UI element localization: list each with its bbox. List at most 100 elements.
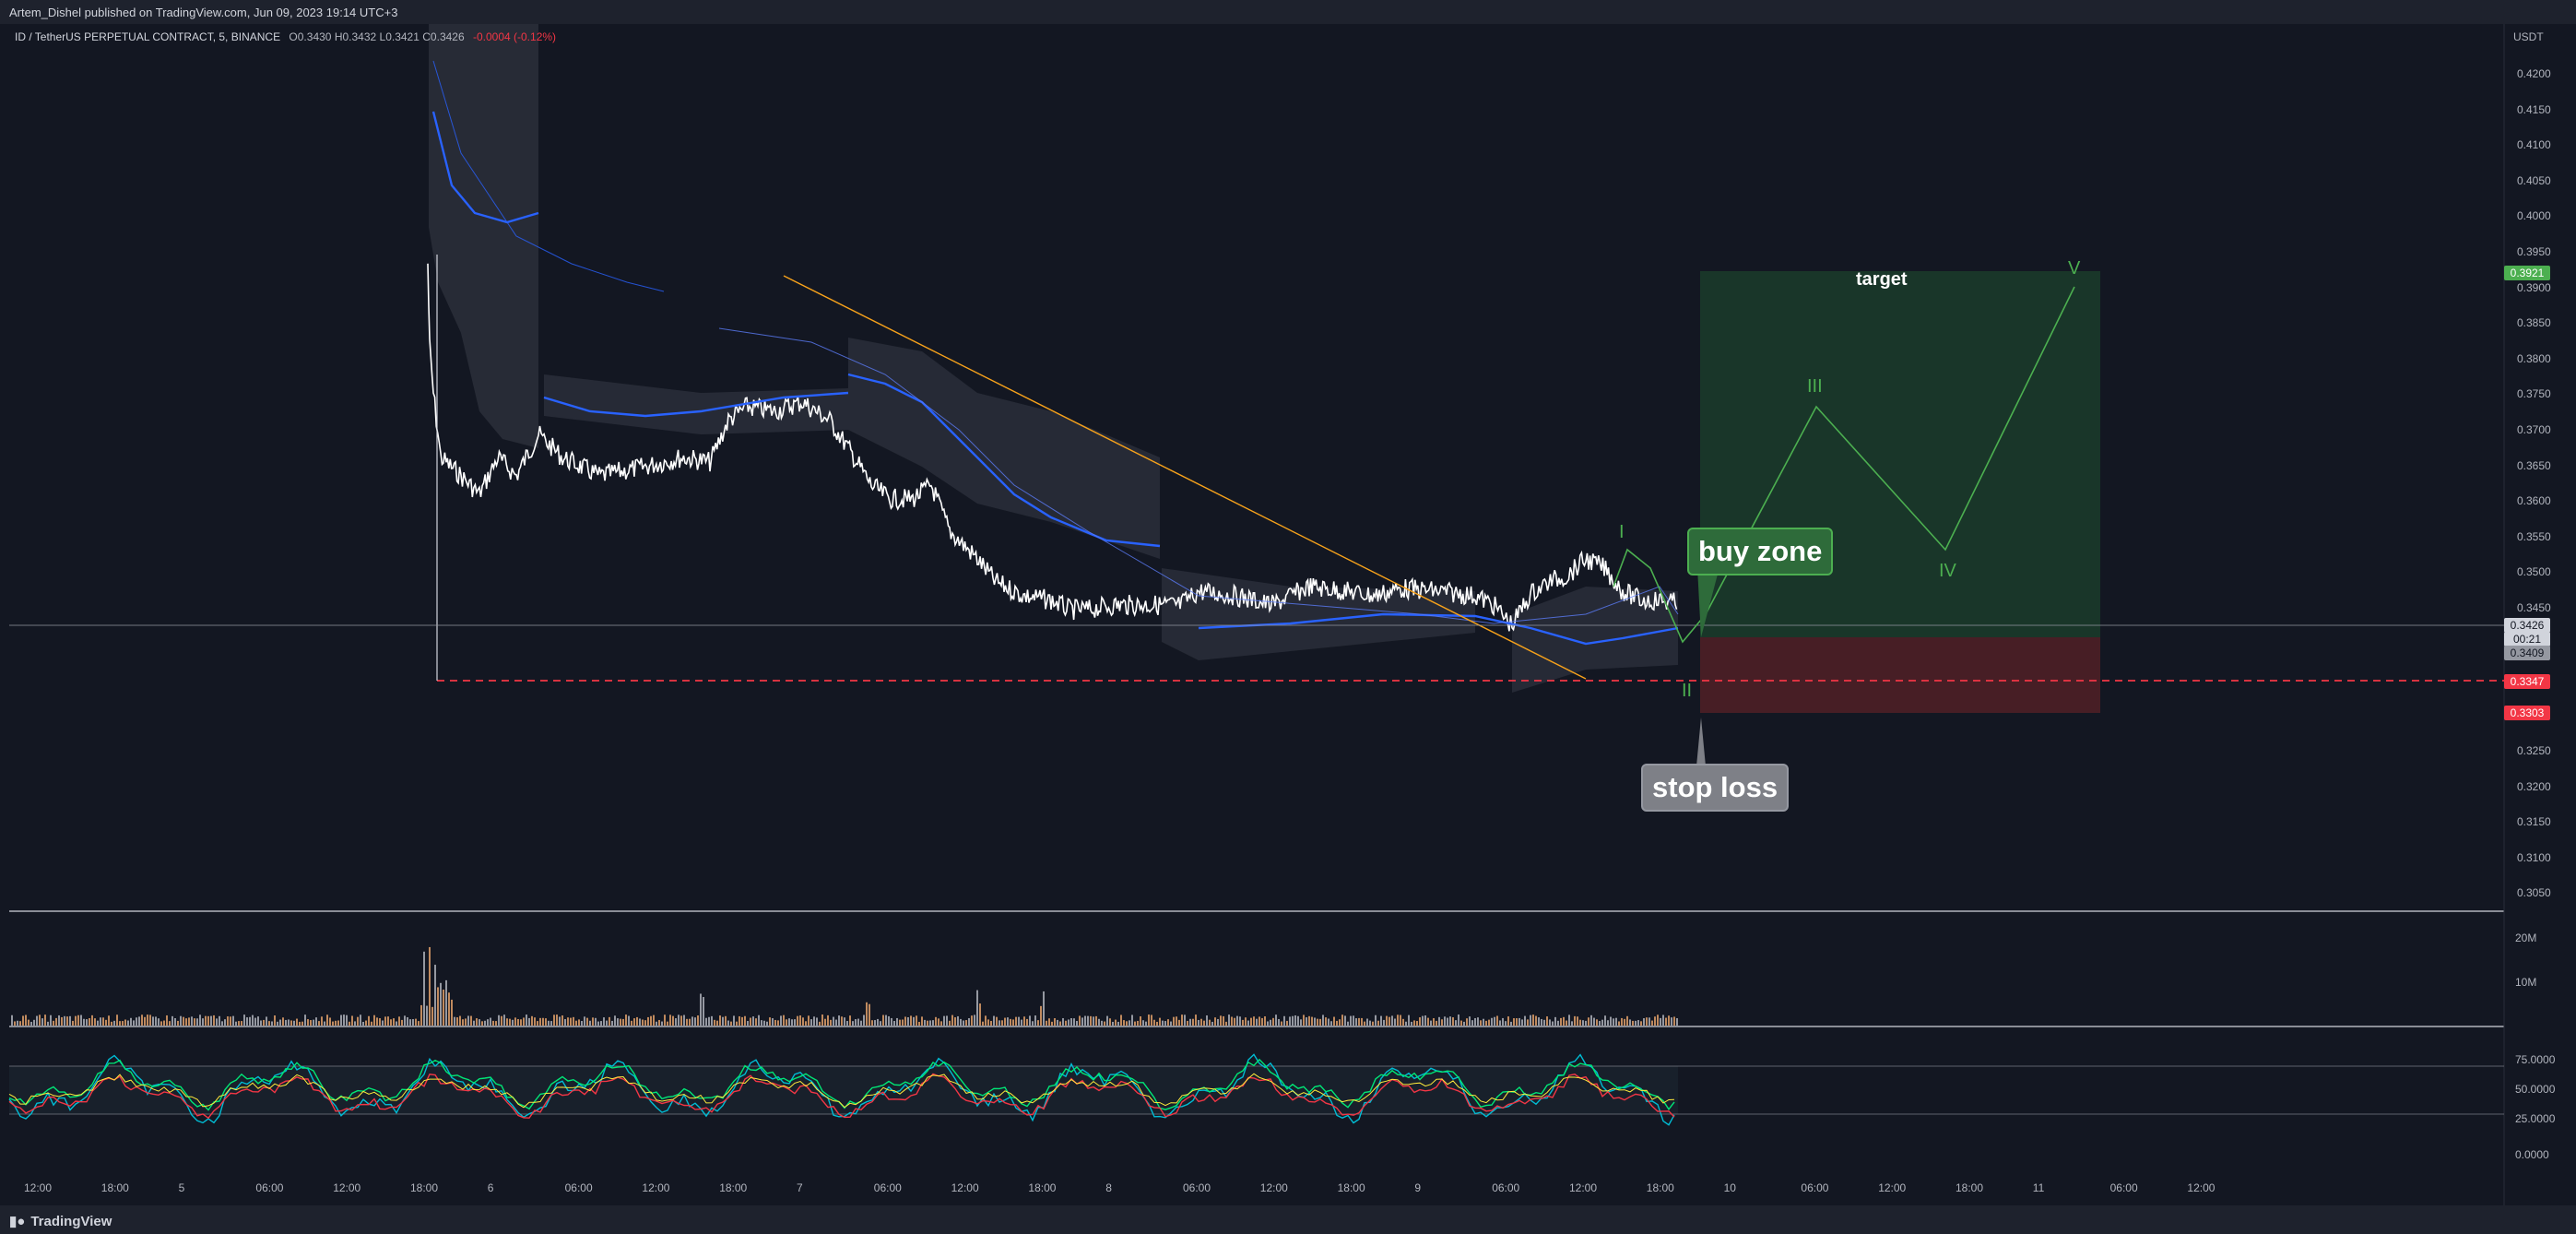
volume-bar	[22, 1015, 24, 1026]
volume-bar	[766, 1021, 768, 1026]
volume-bar	[747, 1021, 749, 1026]
volume-bar	[708, 1016, 710, 1026]
volume-bar	[913, 1016, 915, 1026]
volume-bar	[219, 1015, 220, 1026]
volume-bar	[1142, 1020, 1144, 1026]
volume-bar	[877, 1018, 879, 1026]
volume-bar	[1228, 1014, 1230, 1026]
volume-bar	[1043, 991, 1045, 1026]
volume-bar	[763, 1020, 765, 1026]
volume-bar	[1613, 1018, 1614, 1026]
volume-bar	[824, 1018, 826, 1026]
volume-bar	[846, 1021, 848, 1026]
volume-bar	[116, 1014, 118, 1026]
volume-bar	[318, 1021, 320, 1026]
volume-bar	[409, 1019, 411, 1026]
time-tick: 06:00	[1801, 1181, 1829, 1194]
volume-bar	[951, 1014, 953, 1026]
volume-bar	[1391, 1015, 1393, 1026]
volume-bar	[1106, 1015, 1108, 1026]
volume-bar	[1073, 1018, 1075, 1026]
volume-bar	[1256, 1018, 1258, 1026]
volume-bar	[1090, 1015, 1092, 1026]
volume-bar	[916, 1015, 917, 1026]
volume-bar	[423, 951, 425, 1026]
volume-bar	[1662, 1014, 1664, 1026]
volume-bar	[722, 1016, 724, 1026]
wave-v: V	[2068, 258, 2081, 279]
volume-bar	[387, 1016, 389, 1026]
osc-line-yellow	[8, 1073, 1675, 1109]
volume-bar	[968, 1017, 970, 1026]
volume-bar	[1557, 1020, 1559, 1026]
countdown-tag: 00:21	[2504, 632, 2550, 647]
volume-bar	[1198, 1019, 1199, 1026]
volume-bar	[1386, 1015, 1388, 1026]
volume-bar	[957, 1015, 959, 1026]
volume-bar	[1350, 1015, 1352, 1026]
volume-bar	[83, 1018, 85, 1026]
volume-bar	[1173, 1016, 1175, 1026]
time-tick: 18:00	[410, 1181, 439, 1194]
volume-bar	[490, 1017, 491, 1026]
volume-bar	[1200, 1018, 1202, 1026]
volume-bar	[924, 1019, 926, 1026]
volume-bar	[91, 1014, 93, 1026]
volume-bar	[1126, 1021, 1128, 1026]
volume-bar	[954, 1017, 956, 1026]
volume-bar	[1059, 1021, 1061, 1026]
volume-bar	[1079, 1015, 1081, 1026]
volume-bar	[1654, 1016, 1656, 1026]
volume-bar	[55, 1017, 57, 1026]
volume-bar	[752, 1016, 754, 1026]
support-price-tag: 0.3347	[2504, 674, 2550, 689]
volume-bar	[398, 1016, 400, 1026]
volume-bar	[1225, 1021, 1227, 1026]
volume-bar	[1372, 1021, 1374, 1026]
volume-bar	[304, 1014, 306, 1026]
volume-bar	[260, 1020, 262, 1026]
volume-bar	[1588, 1017, 1589, 1026]
volume-bar	[545, 1018, 547, 1026]
volume-bar	[111, 1021, 112, 1026]
volume-bar	[1306, 1017, 1307, 1026]
volume-bar	[1308, 1015, 1310, 1026]
time-tick: 06:00	[2109, 1181, 2138, 1194]
volume-bar	[647, 1016, 649, 1026]
volume-bar	[1087, 1015, 1089, 1026]
volume-bar	[254, 1017, 256, 1026]
volume-bar	[990, 1020, 992, 1026]
volume-bar	[382, 1020, 384, 1026]
volume-bar	[224, 1019, 226, 1026]
volume-bar	[1012, 1019, 1014, 1026]
ma-thin	[432, 60, 665, 292]
volume-bar	[755, 1018, 757, 1026]
price-tick: 0.3200	[2517, 779, 2551, 793]
volume-bar	[799, 1015, 801, 1026]
volume-bar	[1247, 1020, 1249, 1026]
volume-bar	[1300, 1019, 1302, 1026]
volume-bar	[1068, 1019, 1069, 1026]
volume-bar	[1095, 1015, 1097, 1026]
volume-bar	[144, 1016, 146, 1026]
tradingview-logo[interactable]: ▮● TradingView	[9, 1213, 112, 1229]
volume-bar	[1214, 1017, 1216, 1026]
volume-bar	[1015, 1016, 1017, 1026]
volume-bar	[28, 1019, 30, 1026]
price-chart[interactable]	[0, 24, 2576, 1205]
volume-bar	[819, 1021, 821, 1026]
volume-bar	[1140, 1015, 1141, 1026]
volume-bar	[155, 1016, 157, 1026]
volume-bar	[14, 1021, 16, 1026]
volume-bar	[1239, 1016, 1241, 1026]
volume-bar	[1532, 1014, 1534, 1026]
volume-bar	[1245, 1017, 1247, 1026]
volume-bar	[667, 1021, 668, 1026]
volume-bar	[1574, 1015, 1576, 1026]
volume-bar	[523, 1017, 525, 1026]
volume-bar	[481, 1021, 483, 1026]
volume-bar	[534, 1017, 536, 1026]
volume-bar	[669, 1014, 671, 1026]
volume-bar	[174, 1018, 176, 1026]
volume-bar	[1422, 1015, 1424, 1026]
